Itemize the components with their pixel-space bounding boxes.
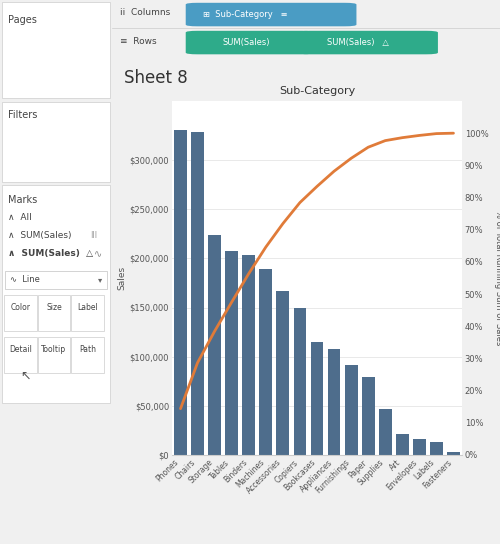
Text: Pages: Pages <box>8 15 37 25</box>
FancyBboxPatch shape <box>186 3 356 26</box>
Text: Filters: Filters <box>8 110 38 120</box>
Bar <box>208 234 221 455</box>
Bar <box>396 434 408 455</box>
Bar <box>294 307 306 455</box>
Text: ∿  Line: ∿ Line <box>10 275 40 284</box>
FancyBboxPatch shape <box>186 31 314 54</box>
Bar <box>413 439 426 455</box>
Y-axis label: % of Total Running Sum of Sales: % of Total Running Sum of Sales <box>494 211 500 345</box>
Y-axis label: Sales: Sales <box>118 266 127 290</box>
Text: Marks: Marks <box>8 195 37 205</box>
FancyBboxPatch shape <box>298 31 438 54</box>
Text: ii  Columns: ii Columns <box>120 8 170 17</box>
Text: |||: ||| <box>90 231 97 238</box>
Bar <box>72 337 104 373</box>
Bar <box>4 295 36 331</box>
Bar <box>38 295 70 331</box>
Bar <box>191 133 204 455</box>
Bar <box>174 131 187 455</box>
Text: ∧  All: ∧ All <box>8 213 32 222</box>
Text: ↖: ↖ <box>20 370 30 383</box>
Bar <box>260 269 272 455</box>
Bar <box>328 349 340 455</box>
Bar <box>38 337 70 373</box>
Text: Label: Label <box>78 303 98 312</box>
Text: ⊞  Sub-Category   ≡: ⊞ Sub-Category ≡ <box>203 10 288 19</box>
Text: ∧  SUM(Sales)  △: ∧ SUM(Sales) △ <box>8 249 93 258</box>
Bar <box>362 378 374 455</box>
Bar <box>447 452 460 455</box>
Text: ▾: ▾ <box>98 275 102 284</box>
Bar <box>379 409 392 455</box>
Bar <box>242 255 255 455</box>
Text: Path: Path <box>79 345 96 354</box>
Text: Detail: Detail <box>9 345 32 354</box>
Text: Color: Color <box>10 303 30 312</box>
Text: Size: Size <box>46 303 62 312</box>
Title: Sub-Category: Sub-Category <box>279 86 355 96</box>
Bar <box>2 185 110 403</box>
Bar <box>226 251 238 455</box>
Text: Sheet 8: Sheet 8 <box>124 69 188 87</box>
Bar <box>310 342 324 455</box>
Bar <box>5 271 107 289</box>
Text: ∿: ∿ <box>94 249 102 259</box>
Text: SUM(Sales): SUM(Sales) <box>222 38 270 47</box>
Text: ≡  Rows: ≡ Rows <box>120 37 156 46</box>
Bar <box>2 102 110 182</box>
Text: Tooltip: Tooltip <box>42 345 66 354</box>
Bar <box>4 337 36 373</box>
Bar <box>2 2 110 98</box>
Bar <box>276 291 289 455</box>
Bar <box>430 442 443 455</box>
Text: ∧  SUM(Sales): ∧ SUM(Sales) <box>8 231 72 240</box>
Bar <box>72 295 104 331</box>
Bar <box>344 364 358 455</box>
Text: SUM(Sales)   △: SUM(Sales) △ <box>328 38 389 47</box>
